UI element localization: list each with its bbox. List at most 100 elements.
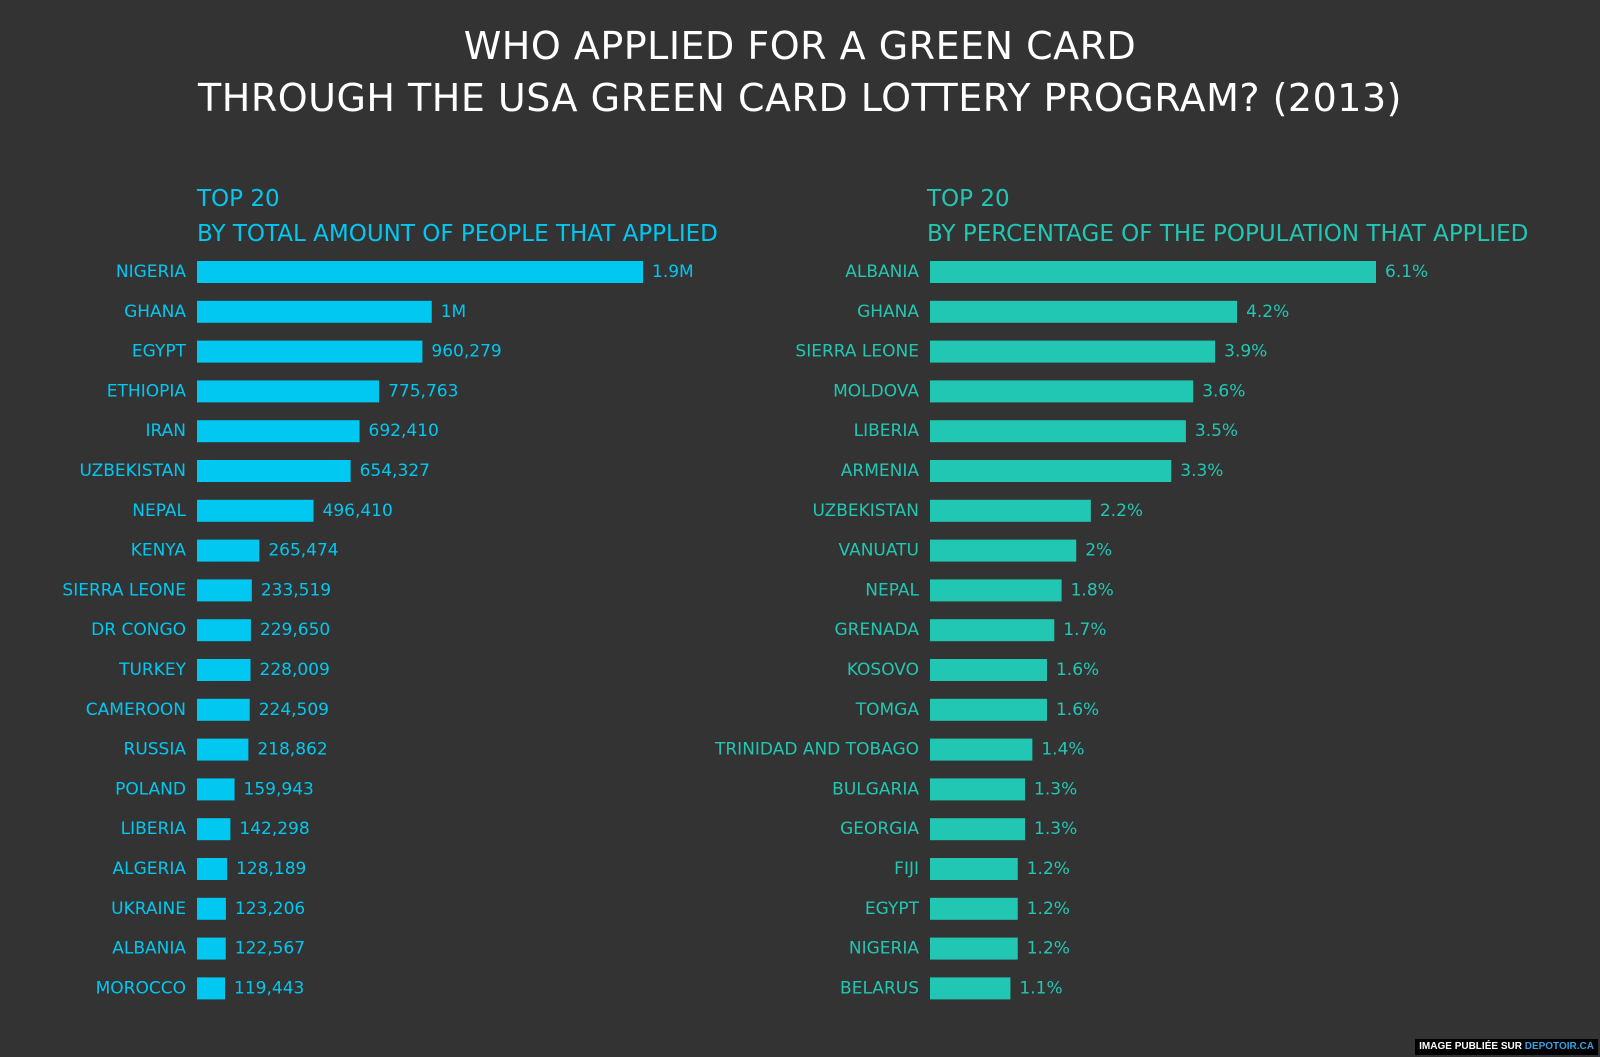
total-category-label: ALBANIA	[112, 939, 186, 959]
image-credit-prefix: IMAGE PUBLIÉE SUR	[1419, 1041, 1525, 1052]
percentage-category-label: ALBANIA	[845, 262, 919, 282]
total-value-label: 654,327	[360, 461, 430, 481]
percentage-category-label: FIJI	[894, 859, 919, 879]
total-category-label: RUSSIA	[124, 740, 187, 760]
percentage-value-label: 1.6%	[1056, 700, 1099, 720]
total-bar	[197, 977, 226, 1000]
percentage-category-label: LIBERIA	[854, 421, 920, 441]
total-category-label: GHANA	[124, 302, 186, 322]
right-chart-heading-top: TOP 20	[927, 186, 1010, 212]
total-value-label: 224,509	[259, 700, 329, 720]
total-category-label: ALGERIA	[113, 859, 187, 879]
percentage-value-label: 1.1%	[1019, 978, 1062, 998]
total-value-label: 233,519	[261, 580, 331, 600]
total-bar	[197, 937, 226, 960]
percentage-category-label: TRINIDAD AND TOBAGO	[714, 740, 919, 760]
total-bar	[197, 818, 231, 841]
title-line-2: THROUGH THE USA GREEN CARD LOTTERY PROGR…	[198, 76, 1402, 120]
percentage-value-label: 1.3%	[1034, 819, 1077, 839]
percentage-value-label: 3.9%	[1224, 342, 1267, 362]
total-bar	[197, 858, 228, 880]
total-category-label: DR CONGO	[91, 620, 186, 640]
percentage-category-label: EGYPT	[865, 899, 920, 919]
percentage-category-label: BULGARIA	[832, 779, 919, 799]
total-value-label: 228,009	[260, 660, 330, 680]
percentage-bar	[930, 897, 1018, 920]
percentage-bar	[930, 261, 1376, 283]
percentage-category-label: NEPAL	[865, 580, 919, 600]
percentage-category-label: UZBEKISTAN	[812, 501, 919, 521]
total-category-label: NIGERIA	[116, 262, 186, 282]
left-chart-heading-subtitle: BY TOTAL AMOUNT OF PEOPLE THAT APPLIED	[197, 221, 718, 247]
total-category-label: IRAN	[146, 421, 186, 441]
percentage-value-label: 1.2%	[1027, 939, 1070, 959]
percentage-bar	[930, 579, 1062, 602]
percentage-category-label: BELARUS	[840, 978, 919, 998]
total-value-label: 229,650	[260, 620, 330, 640]
percentage-category-label: TOMGA	[855, 700, 920, 720]
total-value-label: 1M	[441, 302, 466, 322]
percentage-value-label: 2%	[1085, 541, 1112, 561]
percentage-category-label: GRENADA	[835, 620, 920, 640]
percentage-bar	[930, 619, 1055, 642]
percentage-category-label: VANUATU	[839, 541, 919, 561]
total-bar	[197, 300, 432, 323]
percentage-value-label: 1.3%	[1034, 779, 1077, 799]
total-category-label: NEPAL	[132, 501, 186, 521]
total-value-label: 692,410	[369, 421, 439, 441]
left-chart-heading: TOP 20 BY TOTAL AMOUNT OF PEOPLE THAT AP…	[197, 182, 718, 252]
percentage-bar	[930, 977, 1011, 1000]
percentage-category-label: GEORGIA	[840, 819, 919, 839]
percentage-value-label: 1.8%	[1071, 580, 1114, 600]
total-bar	[197, 778, 235, 801]
total-category-label: TURKEY	[118, 660, 187, 680]
total-category-label: POLAND	[115, 779, 186, 799]
image-credit-site-link[interactable]: DEPOTOIR.CA	[1524, 1041, 1594, 1052]
total-category-label: EGYPT	[132, 342, 187, 362]
total-bar	[197, 619, 251, 642]
total-category-label: UZBEKISTAN	[79, 461, 186, 481]
total-category-label: UKRAINE	[111, 899, 186, 919]
image-credit: IMAGE PUBLIÉE SUR DEPOTOIR.CA	[1415, 1039, 1598, 1055]
total-value-label: 218,862	[257, 740, 327, 760]
right-chart-heading: TOP 20 BY PERCENTAGE OF THE POPULATION T…	[927, 182, 1528, 252]
percentage-value-label: 6.1%	[1385, 262, 1428, 282]
left-chart-heading-top: TOP 20	[197, 186, 280, 212]
percentage-value-label: 4.2%	[1246, 302, 1289, 322]
percentage-bar	[930, 460, 1172, 482]
total-bar	[197, 738, 249, 761]
percentage-bar	[930, 818, 1026, 841]
percentage-value-label: 1.2%	[1027, 899, 1070, 919]
right-chart-heading-subtitle: BY PERCENTAGE OF THE POPULATION THAT APP…	[927, 221, 1529, 247]
total-bar	[197, 659, 251, 681]
total-value-label: 142,298	[239, 819, 309, 839]
total-bar	[197, 420, 360, 443]
percentage-bar	[930, 937, 1018, 960]
total-category-label: CAMEROON	[86, 700, 186, 720]
percentage-bar	[930, 659, 1047, 681]
total-value-label: 128,189	[236, 859, 306, 879]
percentage-value-label: 3.3%	[1180, 461, 1223, 481]
percentage-category-label: GHANA	[857, 302, 919, 322]
percentage-value-label: 3.5%	[1195, 421, 1238, 441]
total-category-label: LIBERIA	[121, 819, 187, 839]
total-bar	[197, 380, 380, 403]
total-bar	[197, 897, 226, 920]
percentage-category-label: KOSOVO	[847, 660, 919, 680]
total-bar	[197, 499, 314, 522]
total-value-label: 123,206	[235, 899, 305, 919]
total-category-label: ETHIOPIA	[107, 381, 187, 401]
percentage-bar	[930, 420, 1186, 443]
applicants-percentage-bar-chart: ALBANIA 6.1% GHANA 4.2% SIERRA LEONE 3.9% MOLD…	[714, 261, 1428, 1000]
total-value-label: 1.9M	[652, 262, 694, 282]
percentage-value-label: 3.6%	[1202, 381, 1245, 401]
percentage-value-label: 1.6%	[1056, 660, 1099, 680]
percentage-value-label: 1.7%	[1063, 620, 1106, 640]
total-bar	[197, 261, 643, 283]
percentage-bar	[930, 698, 1047, 721]
percentage-bar	[930, 499, 1091, 522]
total-bar	[197, 460, 351, 482]
title-line-1: WHO APPLIED FOR A GREEN CARD	[463, 24, 1137, 68]
total-value-label: 960,279	[431, 342, 501, 362]
percentage-bar	[930, 539, 1077, 562]
